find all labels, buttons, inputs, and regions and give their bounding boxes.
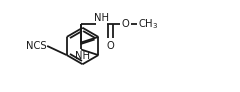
Text: NH: NH <box>74 51 90 61</box>
Text: O: O <box>107 41 114 51</box>
Text: CH$_3$: CH$_3$ <box>138 17 159 31</box>
Text: NH: NH <box>94 13 109 23</box>
Text: NCS: NCS <box>25 41 46 51</box>
Text: O: O <box>121 19 129 29</box>
